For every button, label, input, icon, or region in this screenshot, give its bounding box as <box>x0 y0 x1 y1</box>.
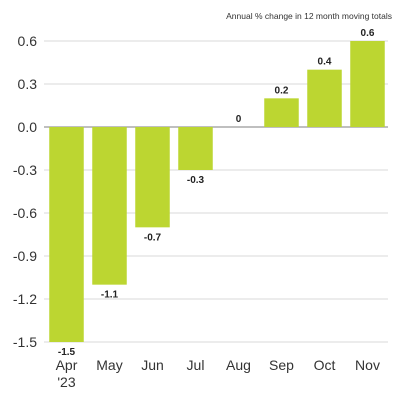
x-axis-ticks: Apr '23 May Jun Jul Aug Sep Oct Nov <box>56 357 380 390</box>
x-tick-label: Nov <box>355 357 380 373</box>
x-tick-label: Jul <box>187 357 205 373</box>
bar <box>49 127 84 342</box>
bar <box>178 127 213 170</box>
data-label: -1.1 <box>101 290 119 301</box>
bar <box>307 69 342 127</box>
y-tick-label: -1.2 <box>13 291 37 307</box>
y-tick-label: -1.5 <box>13 334 37 350</box>
bar <box>92 127 127 285</box>
bars <box>49 41 385 342</box>
y-tick-label: -0.6 <box>13 205 37 221</box>
data-label: -0.3 <box>187 175 205 186</box>
x-tick-label: Apr '23 <box>56 357 78 390</box>
bar <box>135 127 170 228</box>
data-label: 0.6 <box>361 28 375 39</box>
y-tick-label: 0.0 <box>18 119 38 135</box>
y-axis-ticks: 0.6 0.3 0.0 -0.3 -0.6 -0.9 -1.2 -1.5 <box>13 33 37 350</box>
x-tick-label: Sep <box>269 357 294 373</box>
y-tick-label: -0.3 <box>13 162 37 178</box>
x-tick-label: Jun <box>141 357 164 373</box>
data-label: -1.5 <box>58 347 76 358</box>
bar <box>264 98 299 127</box>
y-tick-label: -0.9 <box>13 248 37 264</box>
data-label: 0 <box>236 114 242 125</box>
data-labels: -1.5 -1.1 -0.7 -0.3 0 0.2 0.4 0.6 <box>58 28 375 358</box>
x-tick-label: Aug <box>226 357 251 373</box>
bar <box>350 41 385 127</box>
x-tick-label: Oct <box>314 357 336 373</box>
x-tick-label: May <box>96 357 122 373</box>
data-label: 0.2 <box>275 85 289 96</box>
data-label: -0.7 <box>144 232 162 243</box>
chart-subtitle: Annual % change in 12 month moving total… <box>226 11 392 21</box>
y-tick-label: 0.3 <box>18 76 38 92</box>
y-tick-label: 0.6 <box>18 33 38 49</box>
data-label: 0.4 <box>318 57 332 68</box>
